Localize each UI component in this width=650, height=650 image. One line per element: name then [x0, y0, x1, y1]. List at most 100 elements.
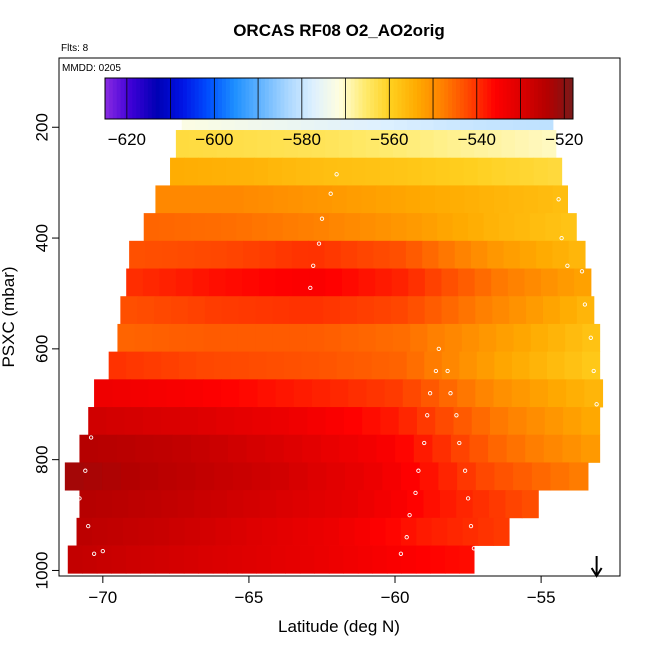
heatmap-cell	[488, 434, 508, 463]
y-tick-label: 1000	[32, 552, 51, 590]
colorbar-swatch	[147, 78, 153, 119]
heatmap-cell	[427, 323, 446, 353]
heatmap-cell	[491, 268, 509, 297]
colorbar-swatch	[385, 78, 391, 119]
heatmap-cell	[302, 434, 322, 463]
heatmap-cell	[441, 351, 460, 380]
track-point	[462, 468, 468, 473]
heatmap-cell	[94, 379, 113, 408]
heatmap-cell	[192, 268, 210, 297]
heatmap-cell	[241, 545, 257, 574]
colorbar-tick-label: −580	[283, 130, 321, 149]
heatmap-cell	[306, 296, 324, 325]
heatmap-cell	[325, 490, 343, 519]
heatmap-cell	[464, 185, 480, 214]
heatmap-cell	[406, 213, 423, 242]
heatmap-cell	[148, 379, 168, 408]
track-point	[88, 435, 94, 440]
heatmap-cell	[506, 434, 526, 463]
heatmap-cell	[320, 434, 341, 463]
heatmap-cell	[389, 240, 407, 269]
heatmap-cell	[258, 268, 277, 297]
date-annotation: MMDD: 0205	[62, 63, 121, 74]
heatmap-cell	[363, 462, 383, 491]
heatmap-cell	[138, 517, 155, 546]
heatmap-cell	[282, 213, 299, 242]
colorbar-swatch	[186, 78, 192, 119]
heatmap-cell	[175, 130, 191, 159]
heatmap-cell	[189, 130, 204, 159]
x-tick-label: −55	[527, 588, 556, 607]
heatmap-cell	[479, 323, 497, 353]
heatmap-cell	[344, 213, 361, 242]
heatmap-cell	[291, 240, 309, 269]
heatmap-cell	[275, 379, 295, 408]
track-point	[579, 269, 585, 274]
heatmap-cell	[474, 130, 489, 159]
colorbar-swatch	[475, 78, 480, 119]
x-tick-label: −70	[88, 588, 117, 607]
colorbar-swatch	[163, 78, 168, 119]
heatmap-cell	[120, 462, 141, 491]
heatmap-cell	[487, 130, 503, 159]
heatmap-cell	[547, 323, 566, 353]
track-point	[77, 246, 82, 252]
colorbar-swatch	[190, 78, 196, 119]
colorbar-tick-label: −600	[195, 130, 233, 149]
colorbar-swatch	[498, 78, 504, 119]
heatmap-cell	[270, 462, 290, 491]
heatmap-cell	[357, 490, 375, 519]
colorbar-tick-label: −620	[108, 130, 146, 149]
heatmap-cell	[129, 240, 147, 269]
heatmap-cell	[444, 545, 461, 574]
heatmap-cell	[410, 323, 428, 353]
heatmap-cell	[530, 323, 549, 353]
colorbar-swatch	[206, 78, 211, 119]
heatmap-cell	[524, 268, 542, 297]
heatmap-cell	[420, 379, 440, 408]
heatmap-cell	[325, 130, 340, 159]
heatmap-cell	[526, 407, 546, 436]
heatmap-cell	[505, 157, 521, 186]
heatmap-cell	[226, 240, 244, 269]
heatmap-cell	[341, 490, 359, 519]
track-point	[334, 172, 339, 177]
heatmap-cell	[392, 130, 408, 159]
colorbar-swatch	[420, 78, 426, 119]
heatmap-cell	[179, 407, 199, 436]
heatmap-cell	[302, 185, 318, 214]
heatmap-cell	[259, 240, 277, 269]
colorbar-swatch	[319, 78, 324, 119]
heatmap-cell	[176, 462, 197, 491]
heatmap-cell	[161, 351, 180, 380]
heatmap-cell	[389, 351, 408, 380]
colorbar-swatch	[354, 78, 359, 119]
heatmap-cell	[521, 490, 539, 519]
colorbar-swatch	[530, 78, 535, 119]
heatmap-cell	[401, 545, 417, 574]
heatmap-cell	[198, 545, 214, 574]
heatmap-cell	[348, 379, 368, 408]
heatmap-cell	[325, 268, 343, 297]
heatmap-cell	[438, 240, 456, 269]
heatmap-cell	[463, 157, 479, 186]
heatmap-cell	[169, 323, 187, 353]
colorbar-swatch	[405, 78, 410, 119]
colorbar-swatch	[323, 78, 328, 119]
heatmap-cell	[194, 240, 212, 269]
heatmap-cell	[213, 351, 232, 380]
heatmap-cell	[220, 323, 239, 353]
heatmap-cell	[319, 351, 338, 380]
heatmap-cell	[120, 296, 138, 325]
heatmap-cell	[406, 351, 425, 380]
heatmap-cell	[108, 351, 127, 380]
heatmap-cell	[166, 379, 186, 408]
colorbar-swatch	[506, 78, 512, 119]
colorbar-swatch	[179, 78, 184, 119]
colorbar-swatch	[264, 78, 270, 119]
heatmap-cell	[366, 379, 386, 408]
colorbar-tick-label: −520	[545, 130, 583, 149]
colorbar-swatch	[112, 78, 118, 119]
heatmap-cell	[536, 240, 553, 269]
heatmap-cell	[457, 379, 476, 408]
